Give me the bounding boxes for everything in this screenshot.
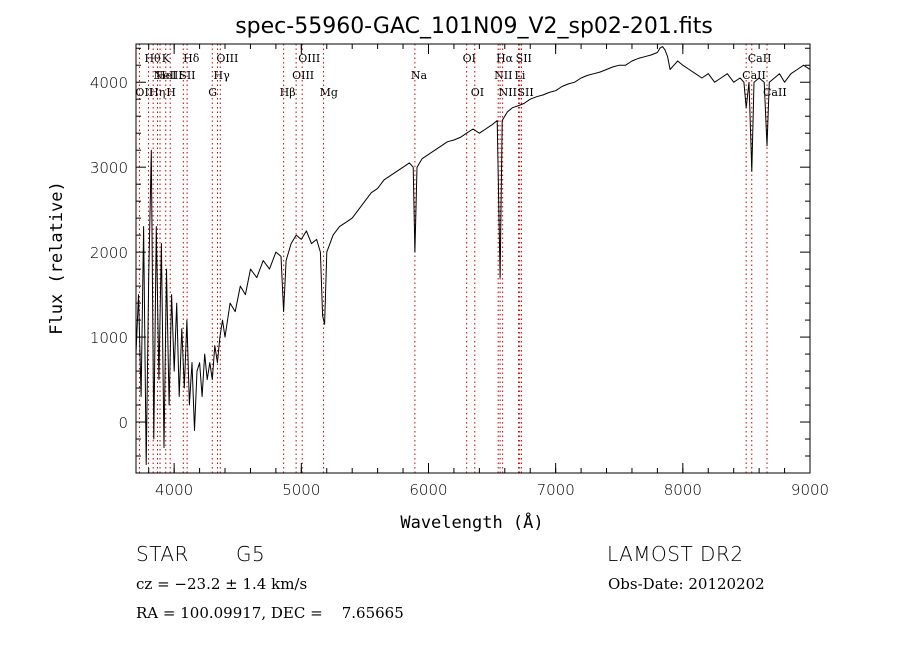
spectral-line-label: Hη bbox=[149, 86, 165, 99]
x-tick-label: 9000 bbox=[791, 481, 829, 499]
spectral-line-label: NeIII bbox=[153, 69, 182, 82]
series-layer bbox=[135, 46, 811, 465]
spectral-line-label: OI bbox=[463, 52, 476, 65]
obs-date-line: Obs-Date: 20120202 bbox=[608, 575, 765, 593]
spectral-line-label: SII bbox=[516, 52, 532, 65]
spectral-line-label: Hβ bbox=[280, 86, 296, 99]
y-tick-label: 1000 bbox=[90, 329, 128, 347]
spectral-line-label: NII bbox=[499, 86, 517, 99]
spectral-line-label: G bbox=[208, 86, 217, 99]
spectral-line-label: K bbox=[162, 52, 171, 65]
x-tick-label: 5000 bbox=[282, 481, 320, 499]
y-tick-label: 2000 bbox=[90, 244, 128, 262]
spectral-line-label: Hδ bbox=[183, 52, 200, 65]
survey-name: LAMOST DR2 bbox=[607, 542, 744, 566]
spectral-line-label: H bbox=[166, 86, 176, 99]
x-tick-label: 4000 bbox=[155, 481, 193, 499]
y-axis-label: Flux (relative) bbox=[47, 181, 67, 335]
y-tick-label: 0 bbox=[118, 414, 128, 432]
y-tick-label: 3000 bbox=[90, 159, 128, 177]
chart-title: spec-55960-GAC_101N09_V2_sp02-201.fits bbox=[235, 14, 713, 39]
spectral-line-label: CaII bbox=[763, 86, 787, 99]
plot-frame bbox=[135, 43, 811, 474]
spectral-line-label: HeI bbox=[156, 69, 176, 82]
x-axis-label: Wavelength (Å) bbox=[400, 511, 543, 533]
y-tick-label: 4000 bbox=[90, 74, 128, 92]
spectral-line-label: OIII bbox=[292, 69, 314, 82]
axis-ticks-layer: 4000 5000 6000 7000 8000 9000 0 1000 2000 3000 400… bbox=[90, 44, 829, 499]
spectral-line-label: Mg bbox=[320, 86, 338, 99]
coordinates-line: RA = 100.09917, DEC = 7.65665 bbox=[136, 604, 404, 622]
spectral-line-label: OIII bbox=[298, 52, 320, 65]
object-class: STAR bbox=[136, 542, 189, 566]
line-markers-layer: OIIHθHηNeIIIHeIKHSIIHδGHγOIIIHβOIIIOIIIM… bbox=[135, 44, 787, 473]
spectral-line-label: Hα bbox=[496, 52, 514, 65]
spectral-line-label: Li bbox=[515, 69, 526, 82]
redshift-line: cz = −23.2 ± 1.4 km/s bbox=[136, 575, 308, 593]
x-tick-label: 6000 bbox=[409, 481, 447, 499]
spectrum-series-line bbox=[135, 46, 811, 465]
spectral-line-label: NII bbox=[494, 69, 512, 82]
spectral-line-label: CaII bbox=[748, 52, 772, 65]
spectral-line-label: OIII bbox=[216, 52, 238, 65]
object-subclass: G5 bbox=[236, 542, 266, 566]
spectral-line-label: Hγ bbox=[214, 69, 231, 82]
spectral-line-label: SII bbox=[517, 86, 533, 99]
x-tick-label: 7000 bbox=[537, 481, 575, 499]
spectral-line-label: OI bbox=[471, 86, 484, 99]
x-tick-label: 8000 bbox=[664, 481, 702, 499]
spectral-line-label: Na bbox=[411, 69, 428, 82]
